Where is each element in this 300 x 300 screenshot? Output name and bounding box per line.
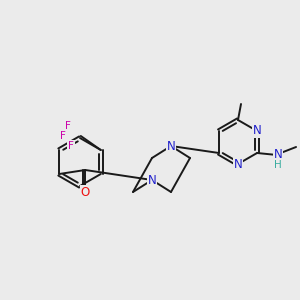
Text: N: N <box>167 140 176 152</box>
Text: N: N <box>274 148 282 160</box>
Text: N: N <box>253 124 261 137</box>
Text: H: H <box>274 160 282 170</box>
Text: F: F <box>68 141 74 151</box>
Text: F: F <box>65 121 71 131</box>
Text: O: O <box>81 185 90 199</box>
Text: N: N <box>148 173 156 187</box>
Text: N: N <box>234 158 242 170</box>
Text: F: F <box>60 131 66 141</box>
